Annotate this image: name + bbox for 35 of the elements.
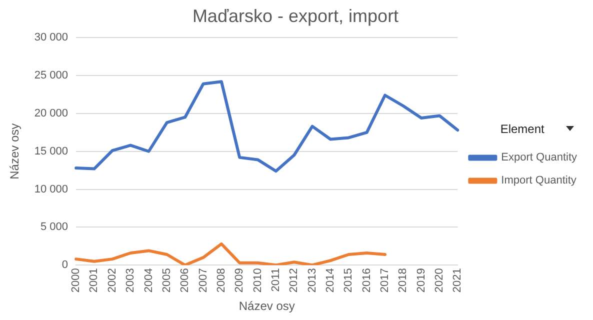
x-tick-label: 2016: [360, 268, 373, 293]
y-tick-label: 15 000: [34, 145, 68, 158]
y-tick-label: 30 000: [34, 32, 68, 44]
x-tick-label: 2013: [306, 268, 318, 293]
x-tick-label: 2021: [452, 268, 464, 293]
y-tick-label: 0: [62, 259, 68, 272]
y-axis-title: Název osy: [8, 123, 22, 180]
x-tick-label: 2008: [215, 268, 228, 293]
x-tick-label: 2002: [106, 268, 118, 293]
x-tick-label: 2010: [252, 268, 264, 293]
x-tick-label: 2011: [270, 268, 282, 292]
x-tick-label: 2018: [397, 268, 410, 293]
x-axis-title: Název osy: [238, 299, 295, 314]
y-tick-label: 5 000: [40, 221, 68, 234]
y-tick-label: 10 000: [34, 183, 68, 196]
x-tick-label: 2014: [324, 268, 337, 293]
x-tick-label: 2007: [197, 268, 210, 293]
x-tick-label: 2009: [234, 268, 246, 293]
y-tick-label: 25 000: [34, 70, 68, 82]
legend-label: Export Quantity: [501, 152, 578, 164]
x-tick-label: 2003: [124, 268, 137, 293]
x-tick-label: 2020: [434, 268, 446, 293]
legend-label: Import Quantity: [501, 174, 577, 187]
x-tick-label: 2004: [142, 268, 155, 293]
legend-title: Element: [500, 122, 546, 136]
x-tick-label: 2012: [288, 268, 300, 293]
x-tick-label: 2001: [88, 268, 100, 293]
x-tick-label: 2017: [379, 268, 392, 293]
x-tick-label: 2015: [342, 268, 355, 293]
y-tick-label: 20 000: [34, 107, 68, 120]
chart-title: Maďarsko - export, import: [192, 6, 399, 26]
x-tick-label: 2006: [179, 268, 192, 293]
x-tick-label: 2000: [70, 268, 82, 293]
x-tick-label: 2019: [415, 268, 428, 293]
x-tick-label: 2005: [160, 268, 173, 293]
